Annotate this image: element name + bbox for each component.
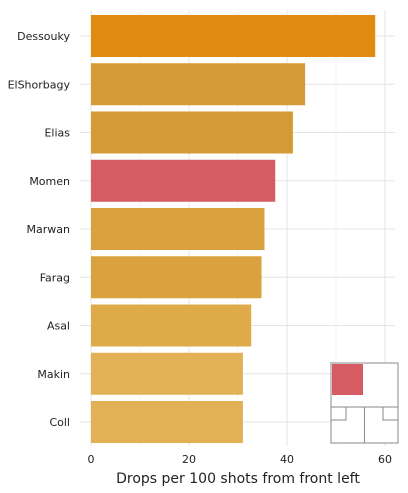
x-tick-label: 0 (88, 453, 95, 466)
bar-marwan (91, 208, 265, 250)
x-tick-label: 20 (182, 453, 196, 466)
category-labels: Dessouky ElShorbagy Elias Momen Marwan Farag A… (8, 30, 71, 429)
front-left-zone-highlight (332, 364, 363, 395)
category-label-marwan: Marwan (27, 223, 70, 236)
category-label-momen: Momen (29, 175, 70, 188)
x-tick-labels: 0 20 40 60 (88, 453, 393, 466)
bars (91, 15, 376, 443)
bar-farag (91, 256, 262, 299)
bar-momen (91, 159, 276, 202)
bar-dessouky (91, 15, 376, 57)
category-label-dessouky: Dessouky (17, 30, 70, 43)
category-label-elshorbagy: ElShorbagy (8, 78, 71, 91)
category-label-makin: Makin (37, 368, 70, 381)
bar-coll (91, 401, 243, 443)
x-axis-title: Drops per 100 shots from front left (116, 471, 360, 487)
category-label-asal: Asal (47, 320, 70, 333)
bar-elias (91, 111, 293, 154)
category-label-elias: Elias (44, 127, 70, 140)
x-tick-label: 40 (280, 453, 294, 466)
bar-makin (91, 352, 243, 395)
squash-court-front-left-icon (330, 362, 399, 444)
x-tick-label: 60 (378, 453, 392, 466)
bar-elshorbagy (91, 63, 306, 106)
category-label-coll: Coll (49, 416, 70, 429)
category-label-farag: Farag (40, 271, 70, 284)
bar-asal (91, 304, 252, 347)
